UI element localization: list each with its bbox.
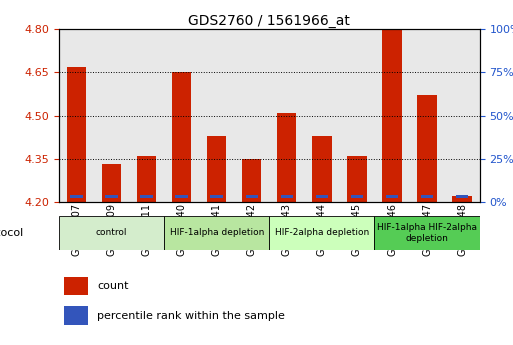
Text: HIF-1alpha HIF-2alpha
depletion: HIF-1alpha HIF-2alpha depletion xyxy=(377,223,477,243)
Bar xyxy=(315,195,328,198)
Bar xyxy=(102,165,121,202)
Bar xyxy=(64,306,88,325)
Title: GDS2760 / 1561966_at: GDS2760 / 1561966_at xyxy=(188,14,350,28)
Text: count: count xyxy=(97,281,129,291)
Bar xyxy=(452,196,472,202)
Bar xyxy=(409,29,445,202)
Bar xyxy=(456,195,468,198)
Text: control: control xyxy=(96,228,127,237)
Text: HIF-2alpha depletion: HIF-2alpha depletion xyxy=(275,228,369,237)
Text: percentile rank within the sample: percentile rank within the sample xyxy=(97,311,285,321)
Bar xyxy=(67,67,86,202)
Bar xyxy=(242,159,262,202)
Bar xyxy=(164,29,199,202)
Bar xyxy=(207,136,226,202)
Bar xyxy=(312,136,331,202)
Bar xyxy=(246,195,258,198)
Bar xyxy=(340,29,374,202)
Bar xyxy=(386,195,398,198)
Bar xyxy=(234,29,269,202)
Text: HIF-1alpha depletion: HIF-1alpha depletion xyxy=(170,228,264,237)
Bar xyxy=(141,195,153,198)
Bar xyxy=(59,216,164,250)
Bar xyxy=(175,195,188,198)
Bar xyxy=(269,216,374,250)
Bar xyxy=(59,29,94,202)
Bar xyxy=(277,113,297,202)
Bar xyxy=(70,195,83,198)
Bar xyxy=(374,216,480,250)
Bar xyxy=(445,29,480,202)
Bar xyxy=(164,216,269,250)
Bar xyxy=(199,29,234,202)
Bar xyxy=(137,156,156,202)
Bar xyxy=(269,29,304,202)
Bar xyxy=(351,195,363,198)
Bar xyxy=(421,195,433,198)
Bar xyxy=(304,29,340,202)
Bar xyxy=(129,29,164,202)
Bar xyxy=(382,29,402,202)
Bar xyxy=(347,156,367,202)
Bar xyxy=(418,96,437,202)
Bar xyxy=(210,195,223,198)
Bar xyxy=(172,72,191,202)
Bar xyxy=(374,29,409,202)
Bar xyxy=(105,195,118,198)
Bar xyxy=(64,277,88,295)
Bar xyxy=(281,195,293,198)
Bar xyxy=(94,29,129,202)
Text: protocol: protocol xyxy=(0,228,24,238)
